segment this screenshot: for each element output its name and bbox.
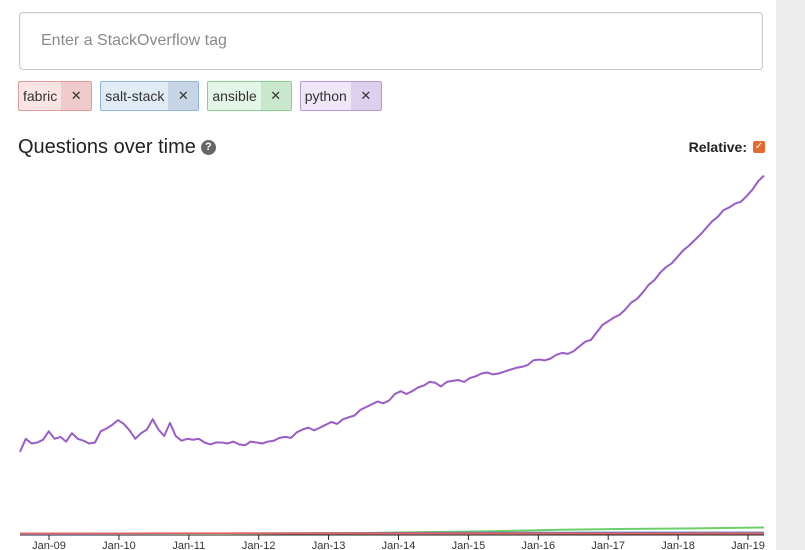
x-tick-label: Jan-11 xyxy=(172,540,205,550)
chart-title-text: Questions over time xyxy=(18,136,196,158)
tag-label: python xyxy=(304,88,347,104)
remove-tag-icon[interactable]: ✕ xyxy=(61,82,92,110)
x-tick-label: Jan-17 xyxy=(591,540,625,550)
remove-tag-icon[interactable]: ✕ xyxy=(168,82,199,110)
tag-search-box[interactable] xyxy=(19,12,763,70)
selected-tags: fabric ✕ salt-stack ✕ ansible ✕ python ✕ xyxy=(18,81,382,111)
relative-checkbox[interactable]: ✓ xyxy=(753,141,765,153)
tag-label: salt-stack xyxy=(105,88,165,104)
tag-chip-salt-stack: salt-stack ✕ xyxy=(100,81,200,111)
x-tick-label: Jan-16 xyxy=(521,540,555,550)
x-tick-label: Jan-18 xyxy=(661,540,695,550)
x-tick-label: Jan-19 xyxy=(731,540,765,550)
questions-over-time-chart: Jan-09 Jan-10 Jan-11 Jan-12 Jan-13 Jan-14 Jan-… xyxy=(19,174,765,550)
relative-toggle[interactable]: Relative: ✓ xyxy=(689,139,765,155)
x-tick-label: Jan-10 xyxy=(102,540,136,550)
tag-label: ansible xyxy=(212,88,257,104)
x-tick-label: Jan-12 xyxy=(242,540,276,550)
x-tick-label: Jan-13 xyxy=(312,540,346,550)
tag-chip-ansible: ansible ✕ xyxy=(207,81,292,111)
remove-tag-icon[interactable]: ✕ xyxy=(260,82,291,110)
question-circle-icon[interactable]: ? xyxy=(200,140,216,155)
x-tick-label: Jan-09 xyxy=(32,540,66,550)
tag-chip-fabric: fabric ✕ xyxy=(18,81,93,111)
tag-label: fabric xyxy=(23,88,58,104)
chart-title: Questions over time ? xyxy=(18,136,216,159)
x-tick-label: Jan-14 xyxy=(382,540,416,550)
tag-search-input[interactable] xyxy=(20,13,762,69)
remove-tag-icon[interactable]: ✕ xyxy=(350,82,381,110)
tag-chip-python: python ✕ xyxy=(299,81,382,111)
relative-label: Relative: xyxy=(688,139,747,155)
page-right-margin xyxy=(776,0,805,550)
series-line-python xyxy=(19,174,765,453)
x-tick-label: Jan-15 xyxy=(452,540,486,550)
